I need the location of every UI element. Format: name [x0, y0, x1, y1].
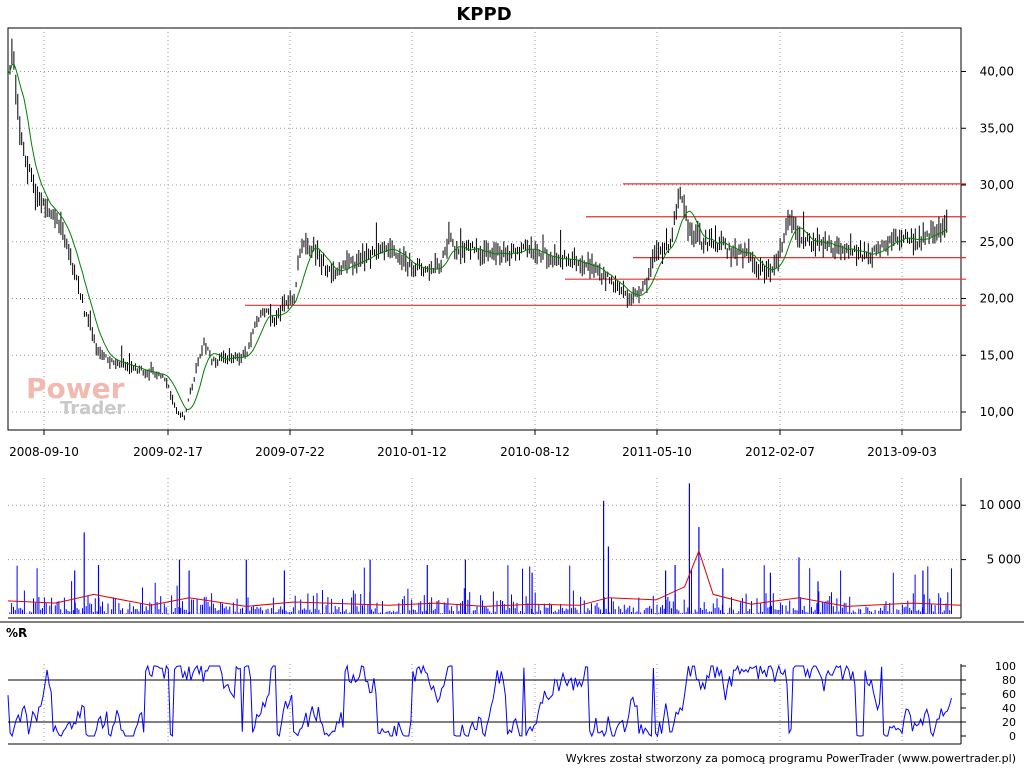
wr-ytick-label: 60: [1002, 688, 1016, 701]
watermark-trader: Trader: [60, 398, 125, 419]
wr-reference-lines: [8, 679, 966, 723]
wr-ytick-label: 100: [995, 660, 1016, 673]
chart-title: KPPD: [456, 4, 511, 25]
volume-ytick-label: 5 000: [987, 553, 1021, 567]
volume-panel: 10 000 5 000: [7, 478, 1021, 619]
price-frame: [7, 27, 962, 431]
wr-ytick-label: 0: [1009, 730, 1016, 743]
price-bars: [7, 38, 948, 421]
volume-y-axis: 10 000 5 000: [961, 498, 1021, 567]
wr-label: %R: [6, 626, 27, 640]
watermark-power: Power: [26, 372, 125, 405]
price-y-axis: 40,00 35,00 30,00 25,00 20,00 15,00 10,00: [961, 65, 1014, 419]
price-panel: Power Trader 40,00 35,00 30,00 25,00 20,00 15…: [7, 27, 1014, 459]
price-ytick-label: 35,00: [980, 121, 1014, 135]
wr-line: [7, 664, 952, 738]
watermark-logo: Power Trader: [26, 372, 125, 419]
support-resistance-lines: [245, 183, 966, 306]
price-xtick-label: 2011-05-10: [622, 445, 692, 459]
price-ytick-label: 10,00: [980, 405, 1014, 419]
price-ytick-label: 20,00: [980, 292, 1014, 306]
price-xtick-label: 2010-08-12: [500, 445, 570, 459]
price-xtick-label: 2008-09-10: [9, 445, 79, 459]
price-xtick-label: 2009-02-17: [133, 445, 203, 459]
price-xtick-label: 2009-07-22: [255, 445, 325, 459]
wr-ytick-label: 20: [1002, 716, 1016, 729]
price-ytick-label: 30,00: [980, 178, 1014, 192]
price-xtick-label: 2010-01-12: [377, 445, 447, 459]
price-xtick-label: 2012-02-07: [745, 445, 815, 459]
wr-ytick-label: 40: [1002, 702, 1016, 715]
wr-ytick-label: 80: [1002, 674, 1016, 687]
volume-ytick-label: 10 000: [979, 498, 1021, 512]
price-ytick-label: 40,00: [980, 65, 1014, 79]
footer-credit: Wykres został stworzony za pomocą progra…: [566, 752, 1016, 765]
volume-bars: [9, 483, 952, 614]
price-ytick-label: 25,00: [980, 235, 1014, 249]
price-x-axis: 2008-09-10 2009-02-17 2009-07-22 2010-01-12…: [9, 430, 937, 459]
price-ytick-label: 15,00: [980, 348, 1014, 362]
moving-average-line: [7, 63, 948, 411]
volume-average-line: [7, 549, 962, 607]
price-xtick-label: 2013-09-03: [867, 445, 937, 459]
